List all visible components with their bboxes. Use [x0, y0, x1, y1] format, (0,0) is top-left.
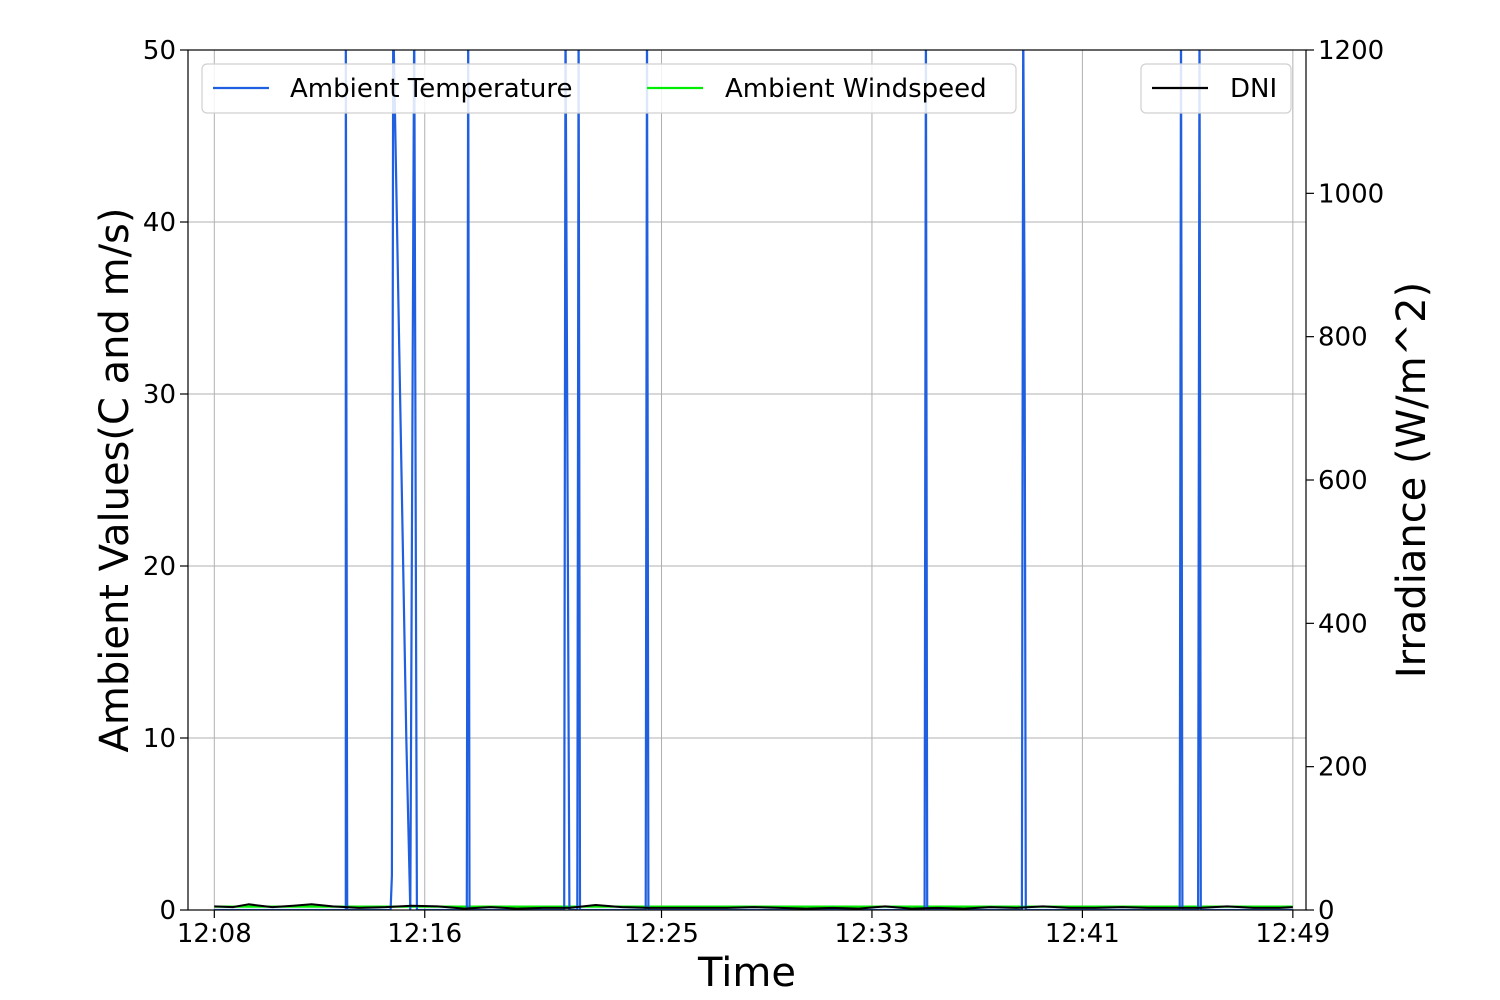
- axes-layer: 12:08 12:16 12:25 12:33 12:41 12:490102030405…: [143, 36, 1384, 949]
- y-right-tick-label: 1000: [1318, 179, 1384, 209]
- grid-lines: [188, 49, 1306, 911]
- y-left-tick-label: 20: [143, 552, 176, 582]
- x-axis-title: Time: [697, 950, 796, 996]
- legend-label-windspeed: Ambient Windspeed: [725, 74, 987, 104]
- y-left-tick-label: 0: [159, 896, 176, 926]
- x-tick-label: 12:41: [1045, 919, 1120, 949]
- series-line-dni: [214, 903, 1293, 910]
- y-left-tick-label: 10: [143, 724, 176, 754]
- series-layer: [214, 50, 1293, 910]
- legend-label-dni: DNI: [1230, 74, 1277, 104]
- y-left-tick-label: 50: [143, 36, 176, 66]
- y-right-axis-title: Irradiance (W/m^2): [1389, 282, 1435, 678]
- legend-left: Ambient Temperature Ambient Windspeed: [201, 63, 1017, 114]
- series-line-ambient-temperature: [214, 50, 1293, 910]
- x-tick-label: 12:16: [387, 919, 462, 949]
- y-right-tick-label: 800: [1318, 323, 1368, 353]
- legend-right: DNI: [1140, 63, 1292, 114]
- y-left-axis-title: Ambient Values(C and m/s): [92, 208, 138, 753]
- x-tick-label: 12:25: [624, 919, 699, 949]
- y-right-tick-label: 600: [1318, 466, 1368, 496]
- x-tick-label: 12:33: [834, 919, 909, 949]
- y-right-tick-label: 400: [1318, 609, 1368, 639]
- legend-right-box: [1140, 63, 1292, 114]
- y-right-tick-label: 1200: [1318, 36, 1384, 66]
- y-left-tick-label: 30: [143, 380, 176, 410]
- plot-frame: [187, 49, 1307, 911]
- x-tick-label: 12:49: [1255, 919, 1330, 949]
- legend-left-box: [201, 63, 1017, 114]
- y-right-tick-label: 0: [1318, 896, 1335, 926]
- x-tick-label: 12:08: [177, 919, 252, 949]
- y-right-tick-label: 200: [1318, 753, 1368, 783]
- y-left-tick-label: 40: [143, 208, 176, 238]
- legend-label-temperature: Ambient Temperature: [290, 74, 572, 104]
